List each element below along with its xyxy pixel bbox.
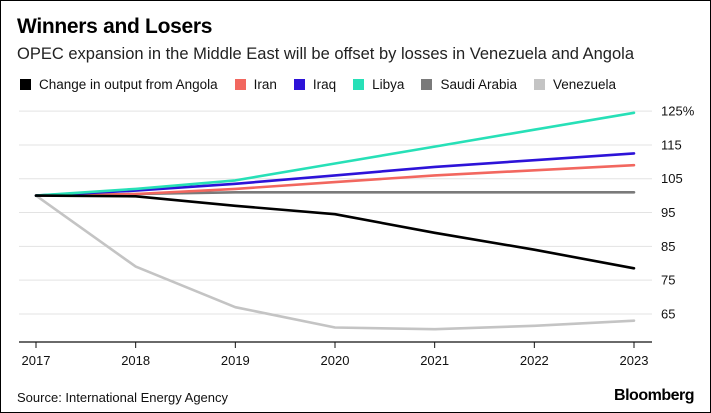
legend-item-saudi-arabia: Saudi Arabia: [421, 77, 517, 92]
chart-subtitle: OPEC expansion in the Middle East will b…: [17, 45, 634, 63]
y-tick-label-115: 115: [661, 137, 682, 152]
legend-swatch-saudi-arabia: [421, 79, 433, 90]
legend-item-angola: Change in output from Angola: [20, 77, 218, 92]
chart-title: Winners and Losers: [17, 15, 213, 38]
legend-item-iran: Iran: [234, 77, 277, 92]
legend-label-libya: Libya: [372, 77, 405, 92]
legend-label-angola: Change in output from Angola: [39, 77, 218, 92]
x-tick-label-2022: 2022: [520, 353, 549, 368]
series-line-venezuela: [34, 194, 636, 331]
x-tick-label-2018: 2018: [121, 353, 150, 368]
y-tick-label-75: 75: [661, 273, 675, 288]
legend-swatch-venezuela: [534, 79, 545, 90]
legend-swatch-libya: [353, 79, 365, 90]
legend-label-saudi-arabia: Saudi Arabia: [440, 77, 517, 92]
bloomberg-logo: Bloomberg: [614, 387, 694, 404]
legend-item-libya: Libya: [353, 77, 404, 92]
legend-item-venezuela: Venezuela: [534, 77, 616, 92]
y-tick-label-105: 105: [661, 171, 683, 186]
legend-label-iran: Iran: [253, 77, 277, 92]
x-tick-label-2020: 2020: [321, 353, 350, 368]
series-line-change-in-output-from-angola: [34, 194, 636, 270]
legend-item-iraq: Iraq: [293, 77, 337, 92]
y-tick-label-85: 85: [661, 239, 675, 254]
x-tick-label-2019: 2019: [221, 353, 250, 368]
series-line-iran: [34, 163, 636, 197]
x-tick-label-2023: 2023: [620, 353, 649, 368]
y-tick-label-95: 95: [661, 205, 675, 220]
source-note: Source: International Energy Agency: [17, 390, 229, 405]
legend-swatch-angola: [20, 79, 31, 90]
series-line-iraq: [34, 152, 636, 197]
legend: Change in output from Angola Iran Iraq L…: [20, 77, 633, 92]
series-line-libya: [34, 111, 636, 197]
x-tick-label-2017: 2017: [22, 353, 51, 368]
y-tick-label-65: 65: [661, 306, 675, 321]
legend-label-iraq: Iraq: [312, 77, 337, 92]
legend-swatch-iraq: [293, 79, 305, 90]
legend-label-venezuela: Venezuela: [553, 77, 617, 92]
legend-swatch-iran: [234, 79, 246, 90]
x-tick-label-2021: 2021: [420, 353, 449, 368]
y-tick-label-125: 125%: [661, 104, 695, 119]
